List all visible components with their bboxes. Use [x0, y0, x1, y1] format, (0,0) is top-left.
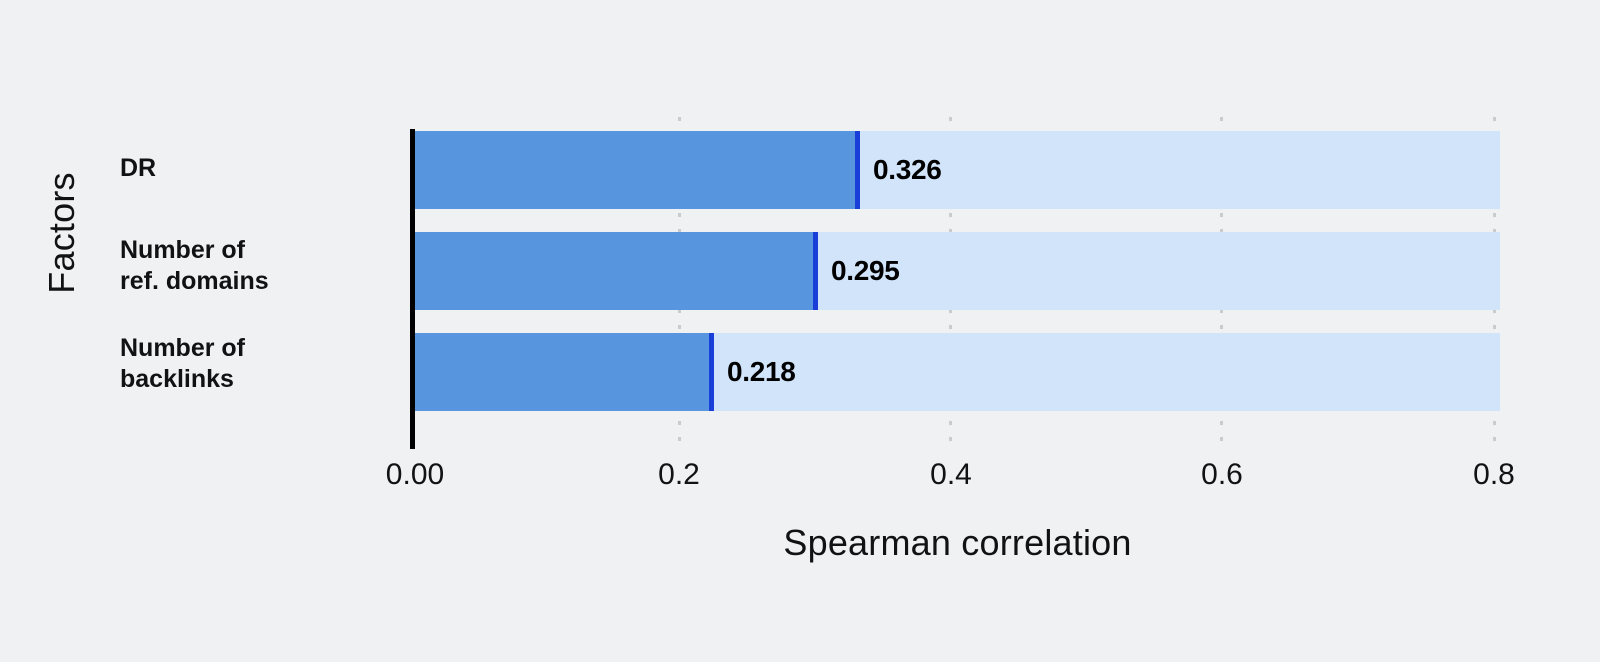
bar-fill-dr [415, 131, 857, 209]
bar-row-dr: 0.326 [415, 131, 1500, 209]
y-axis-tick-label-dr: DR [120, 153, 395, 184]
bar-value-marker-ref-domains [813, 232, 818, 310]
x-axis-tick-label-3: 0.6 [1201, 458, 1243, 491]
x-axis-tick-labels: 0.00 0.2 0.4 0.6 0.8 [386, 458, 1515, 502]
x-axis-tick-label-2: 0.4 [930, 458, 972, 491]
bar-row-backlinks: 0.218 [415, 333, 1500, 411]
bar-value-label-backlinks: 0.218 [727, 356, 796, 387]
y-axis-tick-label-ref-domains-line-2: ref. domains [120, 266, 269, 295]
y-axis-tick-label-ref-domains: Number of ref. domains [120, 235, 395, 296]
y-axis-title: Factors [41, 172, 82, 294]
bar-value-marker-dr [855, 131, 860, 209]
y-axis-tick-label-backlinks-line-1: Number of [120, 334, 245, 362]
x-axis-tick-label-4: 0.8 [1473, 458, 1515, 491]
plot-area: 0.326 0.295 0.218 [410, 117, 1500, 451]
bar-value-label-ref-domains: 0.295 [831, 255, 900, 286]
x-axis-tick-label-1: 0.2 [658, 458, 700, 491]
y-axis-tick-label-backlinks-line-2: backlinks [120, 364, 234, 393]
bar-value-marker-backlinks [709, 333, 714, 411]
y-axis-tick-label-ref-domains-line-1: Number of [120, 236, 245, 264]
y-axis-spine [410, 129, 415, 449]
bar-fill-backlinks [415, 333, 711, 411]
x-axis-tick-label-0: 0.00 [385, 458, 445, 491]
bar-fill-ref-domains [415, 232, 815, 310]
bar-value-label-dr: 0.326 [873, 154, 942, 185]
y-axis-tick-label-backlinks: Number of backlinks [120, 333, 395, 394]
y-axis-tick-label-dr-line-1: DR [120, 154, 157, 182]
y-axis-tick-labels: DR Number of ref. domains Number of back… [120, 131, 395, 411]
bar-row-ref-domains: 0.295 [415, 232, 1500, 310]
x-axis-title: Spearman correlation [783, 522, 1132, 563]
